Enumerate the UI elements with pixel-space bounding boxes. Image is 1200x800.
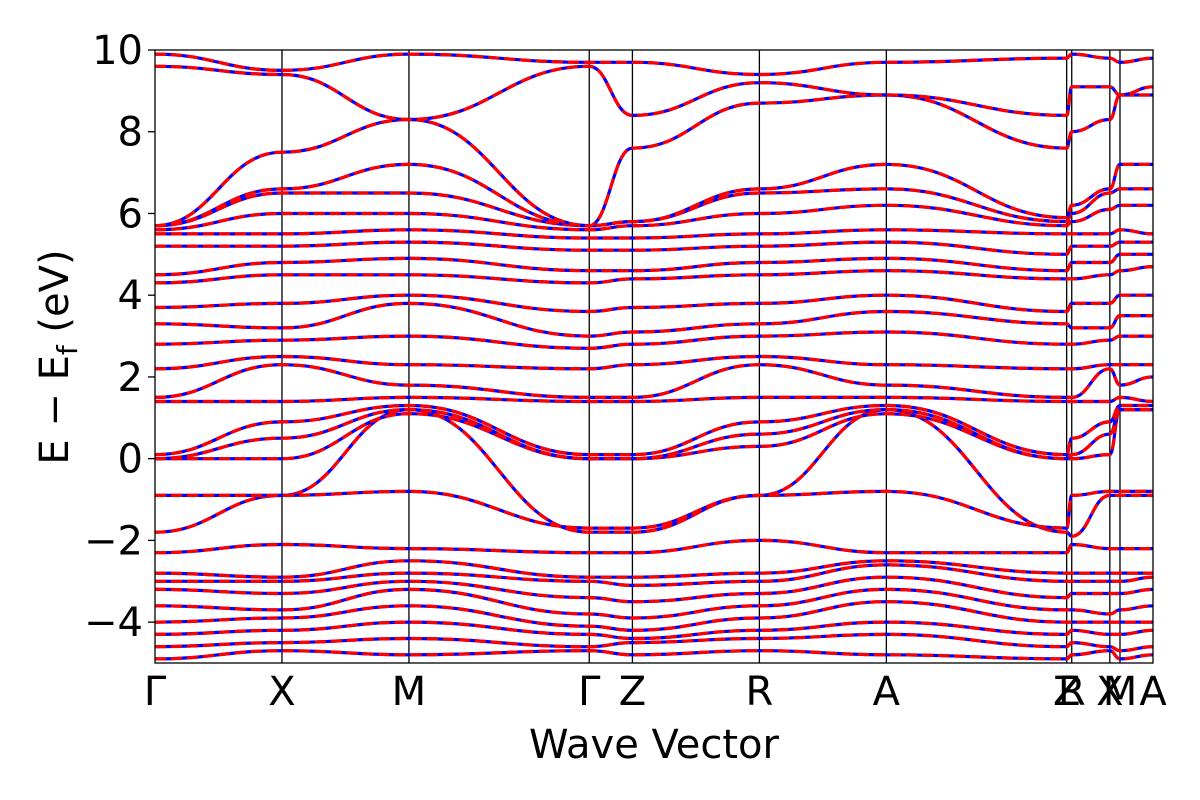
y-axis-label: E − Ef (eV) [32,249,84,464]
x-tick-label: X [268,669,295,715]
y-tick-label: −4 [84,600,143,646]
band-line-dashed [155,395,1153,404]
band-line-dashed [155,228,1153,240]
high-symmetry-lines [281,50,1121,663]
band-line-dashed [155,559,1153,579]
x-tick-label: Γ [578,669,601,715]
x-tick-label: X [1096,669,1123,715]
band-line-dashed [155,252,1153,277]
band-line-dashed [155,187,1153,228]
x-tick-label: Γ [144,669,167,715]
band-line-dashed [155,587,1153,620]
band-line-dashed [155,52,1153,77]
x-tick-label: Z [1053,669,1080,715]
band-line-dashed [155,407,1153,461]
bands [155,52,1153,661]
band-line-dashed [155,293,1153,314]
y-axis-ticks: −4 −2 0 2 4 6 8 10 [84,28,155,646]
y-tick-label: 2 [118,355,143,401]
band-line-dashed [155,330,1153,350]
y-axis-label-subscript: f [51,344,84,355]
band-line-dashed [155,265,1153,285]
band-line-dashed [155,162,1153,228]
band-line-dashed [155,632,1153,653]
band-line-dashed [155,203,1153,232]
y-tick-label: −2 [84,518,143,564]
band-line-dashed [155,489,1153,530]
x-tick-label: A [873,669,901,715]
band-line-dashed [155,620,1153,641]
x-axis-label: Wave Vector [529,722,780,768]
x-tick-label: A [1139,669,1167,715]
x-tick-label: M [392,669,427,715]
band-line-dashed [155,575,1153,604]
band-line-dashed [155,649,1153,661]
y-tick-label: 8 [118,110,143,156]
band-line-dashed [155,408,1153,461]
x-tick-label: M [1103,669,1138,715]
band-line-dashed [155,563,1153,588]
x-tick-label: Z [619,669,646,715]
band-line-dashed [155,240,1153,256]
band-line-dashed [155,301,1153,338]
band-line-dashed [155,363,1153,400]
x-tick-label: R [745,669,773,715]
y-axis-label-main: E − E [32,355,78,465]
y-tick-label: 0 [118,437,143,483]
y-tick-label: 6 [118,191,143,237]
y-tick-label: 4 [118,273,143,319]
y-tick-label: 10 [92,28,143,74]
x-axis-ticks: Γ X M Γ Z R A ZR XM A [144,669,1167,715]
band-line-dashed [155,538,1153,555]
band-line-dashed [155,354,1153,371]
y-axis-label-unit: (eV) [32,249,78,345]
band-line-dashed [155,600,1153,632]
band-line-dashed [155,403,1153,457]
band-line-dashed [155,64,1153,122]
x-tick-label: R [1058,669,1086,715]
band-line-dashed [155,93,1153,228]
plot-frame [154,49,1154,664]
